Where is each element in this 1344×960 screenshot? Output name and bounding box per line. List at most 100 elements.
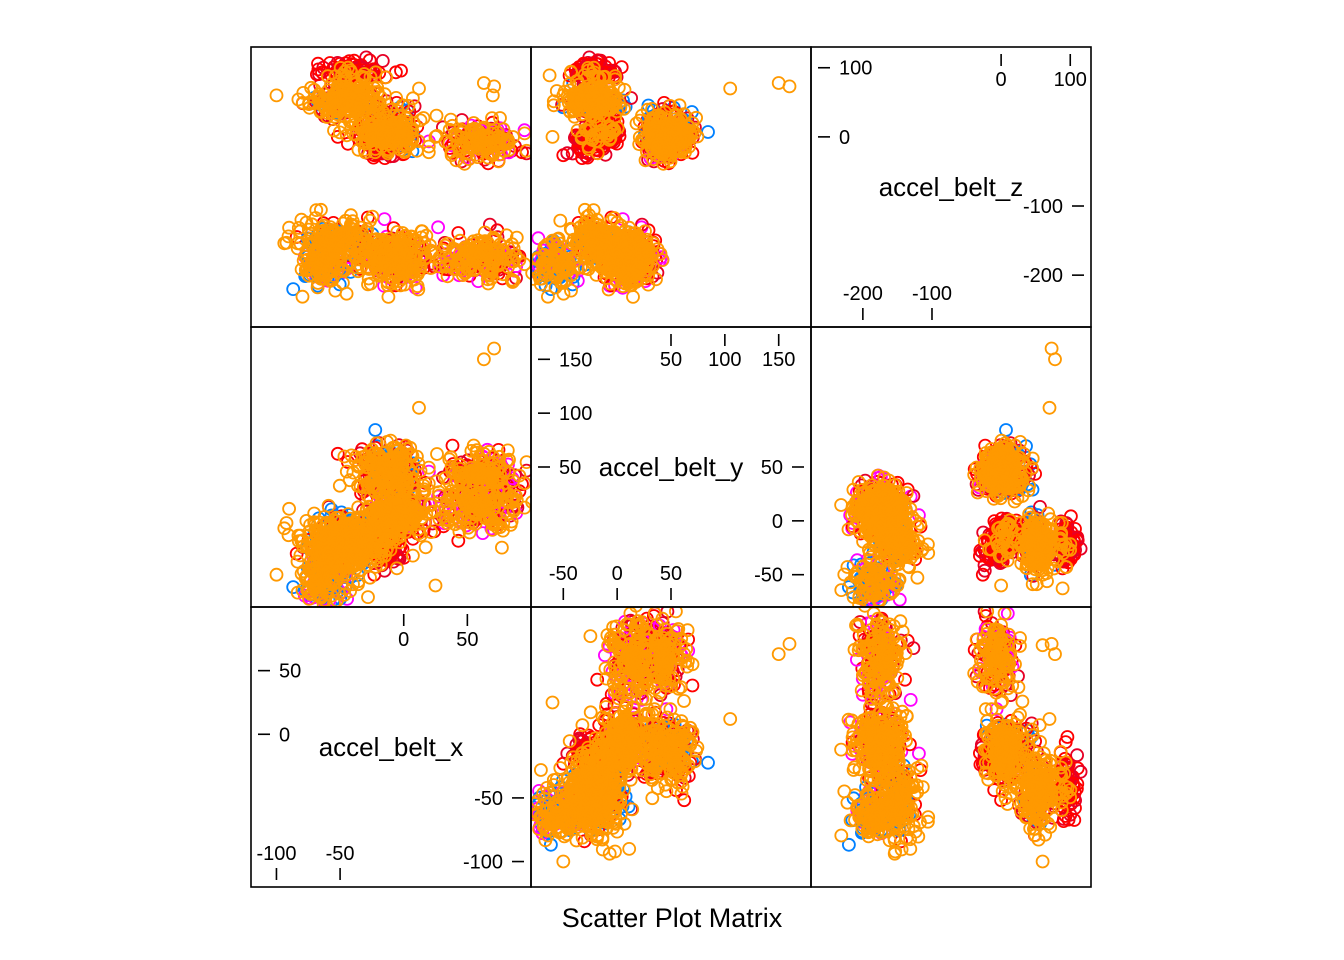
data-point	[293, 548, 308, 563]
data-point	[405, 91, 420, 106]
panel-accel_belt_y-vs-accel_belt_x	[531, 607, 797, 869]
data-point	[525, 266, 531, 280]
data-point	[432, 254, 447, 269]
data-point	[357, 67, 372, 81]
data-point	[464, 504, 479, 519]
points-layer	[269, 50, 1088, 869]
data-point	[337, 587, 352, 602]
data-point	[500, 443, 515, 458]
data-point	[406, 116, 421, 130]
data-point	[385, 237, 400, 252]
data-point	[457, 156, 472, 171]
data-point	[455, 123, 470, 138]
data-point	[342, 516, 357, 531]
data-point	[451, 533, 466, 548]
data-point	[327, 596, 341, 607]
data-point	[445, 438, 460, 453]
data-point	[357, 71, 372, 86]
data-point	[493, 140, 508, 155]
data-point	[422, 497, 437, 512]
data-point	[321, 498, 336, 513]
data-point	[401, 99, 416, 113]
data-point	[326, 576, 341, 590]
panel-accel_belt_x-vs-accel_belt_z	[269, 50, 531, 304]
data-point	[476, 76, 491, 90]
data-point	[650, 781, 665, 796]
data-point	[441, 513, 456, 528]
data-point	[677, 793, 692, 808]
data-point	[360, 460, 375, 475]
data-point	[324, 77, 338, 92]
data-point	[351, 459, 366, 474]
data-point	[324, 270, 339, 285]
data-point	[666, 671, 680, 686]
data-point	[312, 614, 324, 626]
data-point	[466, 245, 481, 260]
data-point	[374, 545, 389, 560]
data-point	[701, 755, 715, 770]
data-point	[519, 143, 531, 158]
data-point	[344, 448, 359, 463]
data-point	[290, 585, 305, 600]
data-point	[360, 488, 375, 503]
data-point	[363, 491, 378, 505]
data-point	[667, 751, 682, 765]
data-point	[412, 400, 426, 415]
data-point	[281, 229, 296, 244]
data-point	[373, 90, 388, 105]
data-point	[390, 442, 405, 457]
data-point	[368, 560, 383, 574]
data-point	[493, 459, 508, 474]
data-point	[351, 142, 366, 157]
data-point	[504, 514, 519, 529]
data-point	[466, 438, 481, 453]
data-point	[343, 63, 358, 78]
data-point	[372, 482, 387, 497]
data-point	[357, 142, 372, 157]
data-point	[328, 243, 343, 258]
data-point	[269, 88, 284, 103]
data-point	[659, 784, 674, 799]
data-point	[359, 50, 374, 65]
data-point	[308, 516, 323, 531]
data-point	[477, 446, 492, 461]
data-point	[487, 341, 502, 356]
data-point	[466, 116, 481, 130]
data-point	[671, 742, 686, 757]
data-point	[421, 145, 436, 160]
data-point	[389, 116, 404, 130]
data-point	[429, 108, 444, 123]
data-point	[378, 549, 392, 563]
data-point	[392, 497, 407, 512]
data-point	[671, 681, 686, 696]
data-point	[685, 725, 700, 739]
data-point	[475, 526, 490, 540]
data-point	[309, 203, 324, 218]
data-point	[295, 289, 310, 304]
data-point	[413, 113, 428, 128]
data-point	[451, 226, 466, 240]
data-point	[431, 220, 446, 235]
data-point	[335, 229, 350, 244]
data-point	[363, 213, 377, 228]
data-point	[384, 128, 399, 143]
data-point	[307, 578, 322, 593]
data-point	[519, 455, 531, 469]
data-point	[398, 438, 413, 453]
data-point	[281, 528, 296, 543]
data-point	[363, 570, 377, 585]
data-point	[311, 56, 325, 71]
data-point	[389, 473, 404, 488]
data-point	[405, 548, 420, 563]
data-point	[330, 102, 345, 117]
data-point	[337, 64, 352, 79]
data-point	[505, 275, 520, 289]
data-point	[443, 450, 458, 465]
data-point	[428, 129, 443, 144]
data-point	[680, 623, 695, 638]
data-point	[415, 224, 430, 239]
data-point	[335, 550, 350, 564]
data-point	[392, 241, 407, 256]
panel-accel_belt_x-vs-accel_belt_y	[269, 341, 531, 626]
data-point	[362, 107, 377, 122]
